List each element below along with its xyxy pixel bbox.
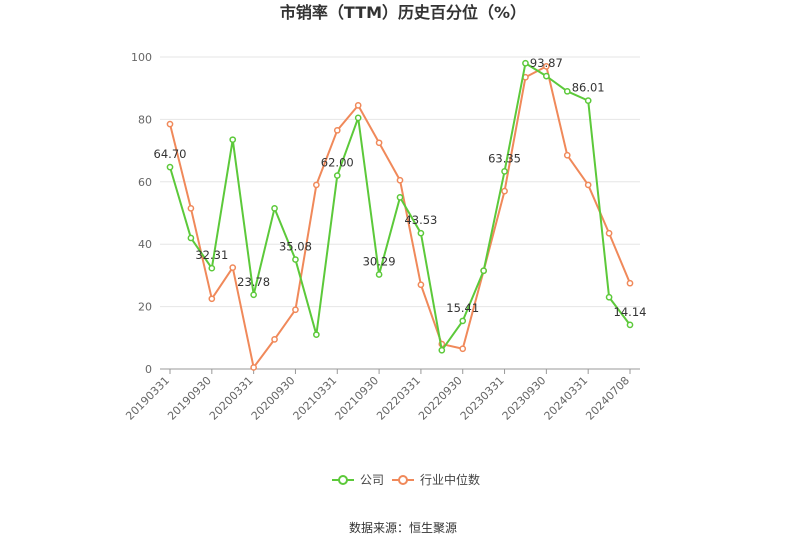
data-point [187, 234, 195, 242]
legend-label: 公司 [360, 473, 384, 487]
data-point [396, 176, 404, 184]
data-label: 35.08 [279, 240, 312, 254]
x-tick-label: 20230331 [458, 374, 507, 423]
x-tick-label: 20240331 [542, 374, 591, 423]
grid [160, 56, 640, 370]
data-point [166, 163, 174, 171]
data-point [292, 306, 299, 314]
data-point [250, 364, 257, 371]
data-point [438, 346, 446, 354]
data-label: 43.53 [404, 213, 437, 227]
data-point [354, 102, 362, 109]
data-point [292, 256, 299, 263]
x-tick-label: 20210930 [332, 374, 381, 423]
data-point [166, 120, 174, 128]
data-point [250, 291, 257, 299]
x-tick-label: 20200930 [249, 374, 298, 423]
series-layer [166, 59, 634, 371]
y-tick-label: 80 [138, 113, 152, 126]
data-point [229, 264, 237, 271]
legend-marker [338, 475, 348, 485]
data-point [501, 187, 508, 195]
data-label: 14.14 [614, 305, 647, 319]
x-tick-label: 20210331 [291, 374, 340, 423]
chart-title: 市销率（TTM）历史百分位（%） [280, 3, 526, 22]
y-tick-label: 100 [131, 51, 152, 64]
data-point [271, 204, 278, 212]
data-point [333, 172, 341, 179]
data-label: 30.29 [363, 254, 396, 268]
data-label: 15.41 [446, 301, 479, 315]
data-point [313, 331, 320, 339]
data-point [605, 293, 613, 301]
data-point [333, 126, 341, 134]
legend-marker [398, 475, 408, 485]
data-point [626, 279, 634, 287]
data-label: 62.00 [321, 156, 354, 170]
data-point [605, 229, 613, 237]
data-point [396, 194, 404, 201]
legend-label: 行业中位数 [420, 472, 480, 487]
data-point [584, 181, 592, 189]
data-point [313, 181, 320, 189]
x-tick-label: 20190930 [165, 374, 214, 423]
data-point [354, 114, 362, 122]
data-point [459, 345, 467, 353]
data-label: 64.70 [154, 147, 187, 161]
data-label: 86.01 [572, 81, 605, 95]
data-label: 93.87 [530, 56, 563, 70]
data-point [271, 336, 278, 343]
legend-item-1[interactable]: 行业中位数 [392, 472, 480, 487]
data-point [584, 97, 592, 104]
data-point [626, 321, 634, 329]
data-labels: 64.70 32.31 23.78 35.08 62.00 30.29 43.53 15.41… [154, 56, 647, 319]
x-tick-label: 20220331 [374, 374, 423, 423]
x-tick-label: 20230930 [500, 374, 549, 423]
series-line-0 [169, 62, 631, 352]
y-tick-label: 40 [138, 238, 152, 251]
x-tick-label: 20200331 [207, 374, 256, 423]
y-tick-label: 60 [138, 176, 152, 189]
x-tick-label: 20220930 [416, 374, 465, 423]
y-tick-label: 0 [145, 363, 152, 376]
data-point [417, 281, 425, 289]
source-note: 数据来源：恒生聚源 [349, 520, 457, 535]
data-point [543, 63, 550, 70]
data-point [563, 151, 571, 159]
x-tick-label: 20190331 [123, 374, 172, 423]
data-point [417, 229, 425, 237]
data-point [480, 267, 487, 275]
data-point [375, 139, 383, 147]
data-point [208, 295, 216, 303]
data-point [187, 204, 195, 212]
x-axis: 2019033120190930202003312020093020210331… [123, 368, 640, 423]
data-point [375, 271, 383, 278]
series-line-1 [169, 65, 631, 369]
data-point [459, 317, 467, 325]
data-point [563, 87, 571, 95]
data-point [208, 264, 216, 272]
data-point [522, 59, 529, 67]
x-tick-label: 20240708 [583, 374, 632, 423]
data-point [543, 72, 550, 80]
y-tick-label: 20 [138, 301, 152, 314]
data-point [229, 136, 237, 144]
legend[interactable]: 公司 行业中位数 [332, 472, 480, 487]
data-label: 63.35 [488, 151, 521, 165]
data-point [501, 167, 508, 175]
data-label: 32.31 [195, 248, 228, 262]
data-label: 23.78 [237, 275, 270, 289]
y-axis: 0 20 40 60 80 100 [131, 51, 152, 376]
legend-item-0[interactable]: 公司 [332, 473, 384, 487]
